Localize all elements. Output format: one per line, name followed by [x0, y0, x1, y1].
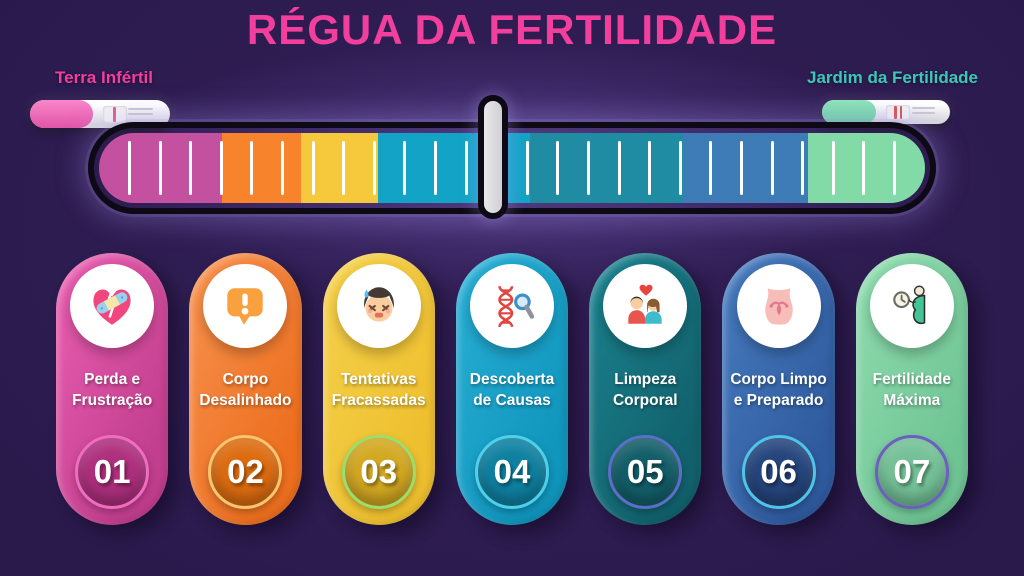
- ruler-tick: [403, 140, 407, 196]
- step-card-05: Limpeza Corporal 05: [589, 253, 702, 525]
- ruler-tick: [831, 140, 835, 196]
- card-title: Fertilidade Máxima: [872, 371, 952, 409]
- fertility-garden-label: Jardim da Fertilidade: [807, 68, 978, 87]
- step-card-01: Perda e Frustração 01: [56, 253, 169, 525]
- result-line: [899, 106, 903, 120]
- ruler-segment: [530, 133, 683, 203]
- ruler-tick: [801, 140, 805, 196]
- ruler-tick: [311, 140, 315, 196]
- test-result-window: [102, 106, 127, 124]
- dna-magnifier-icon: [498, 285, 535, 328]
- card-number-badge: 04: [474, 435, 549, 509]
- ruler-tick: [219, 140, 223, 196]
- ruler-tick: [464, 140, 468, 196]
- negative-pregnancy-test: [30, 100, 170, 128]
- pregnant-woman-clock-icon: [893, 285, 926, 325]
- ruler-tick: [648, 140, 652, 196]
- test-fineprint: [911, 106, 935, 118]
- card-number-badge: 07: [874, 435, 949, 509]
- couple-heart-icon: [628, 284, 662, 324]
- card-icon-circle: [736, 264, 821, 348]
- ruler-tick: [678, 140, 682, 196]
- test-fineprint: [128, 107, 154, 120]
- ruler-track: [99, 133, 925, 203]
- ruler-ticks: [99, 133, 925, 203]
- ruler-segment: [808, 133, 925, 203]
- card-title: Descoberta de Causas: [469, 371, 555, 409]
- card-icon-circle: [203, 264, 288, 348]
- step-card-06: Corpo Limpo e Preparado 06: [722, 253, 835, 525]
- positive-pregnancy-test: [822, 100, 950, 124]
- ruler-tick: [892, 140, 896, 196]
- card-icon-circle: [336, 264, 421, 348]
- ruler-tick: [617, 140, 621, 196]
- card-icon-circle: [603, 264, 688, 348]
- exclamation-bubble-icon: [227, 288, 264, 325]
- ruler-tick: [158, 140, 162, 196]
- fertility-ruler: [88, 122, 936, 214]
- ruler-tick: [372, 140, 376, 196]
- card-number-badge: 02: [208, 435, 283, 509]
- broken-heart-bandage-icon: [93, 289, 131, 325]
- ruler-tick: [586, 140, 590, 196]
- card-title: Perda e Frustração: [72, 371, 153, 409]
- ruler-tick: [128, 140, 132, 196]
- step-card-02: Corpo Desalinhado 02: [189, 253, 302, 525]
- page-title: RÉGUA DA FERTILIDADE: [246, 6, 778, 53]
- ruler-tick: [281, 140, 285, 196]
- ruler-tick: [189, 140, 193, 196]
- ruler-segment: [222, 133, 301, 203]
- result-line: [894, 106, 897, 120]
- ruler-tick: [342, 140, 346, 196]
- test-cap: [822, 100, 876, 124]
- steps-row: Perda e Frustração 01 Corpo Desalinhado 02: [56, 253, 968, 525]
- step-card-03: Tentativas Fracassadas 03: [322, 253, 435, 525]
- step-card-04: Descoberta de Causas 04: [455, 253, 569, 525]
- card-number-badge: 05: [608, 435, 683, 509]
- ruler-tick: [709, 140, 713, 196]
- female-body-uterus-icon: [764, 288, 793, 325]
- card-icon-circle: [869, 264, 954, 348]
- card-number-badge: 01: [75, 435, 150, 509]
- card-title: Limpeza Corporal: [612, 371, 678, 409]
- ruler-tick: [250, 140, 254, 196]
- card-number-badge: 06: [741, 435, 816, 509]
- ruler-tick: [862, 140, 866, 196]
- test-cap: [30, 100, 93, 128]
- step-card-07: Fertilidade Máxima 07: [855, 253, 968, 525]
- card-number-badge: 03: [341, 435, 416, 509]
- result-line: [113, 107, 116, 123]
- ruler-tick: [556, 140, 560, 196]
- card-title: Corpo Desalinhado: [199, 371, 292, 409]
- card-icon-circle: [469, 264, 554, 348]
- ruler-tick: [739, 140, 743, 196]
- frustrated-girl-icon: [363, 287, 394, 322]
- infertile-land-label: Terra Infértil: [55, 68, 153, 87]
- card-title: Corpo Limpo e Preparado: [730, 371, 827, 409]
- card-icon-circle: [70, 264, 155, 348]
- ruler-center-divider: [478, 95, 508, 219]
- ruler-tick: [770, 140, 774, 196]
- ruler-tick: [434, 140, 438, 196]
- ruler-tick: [525, 140, 529, 196]
- card-title: Tentativas Fracassadas: [331, 371, 426, 409]
- ruler-segment: [682, 133, 809, 203]
- test-result-window: [886, 105, 911, 121]
